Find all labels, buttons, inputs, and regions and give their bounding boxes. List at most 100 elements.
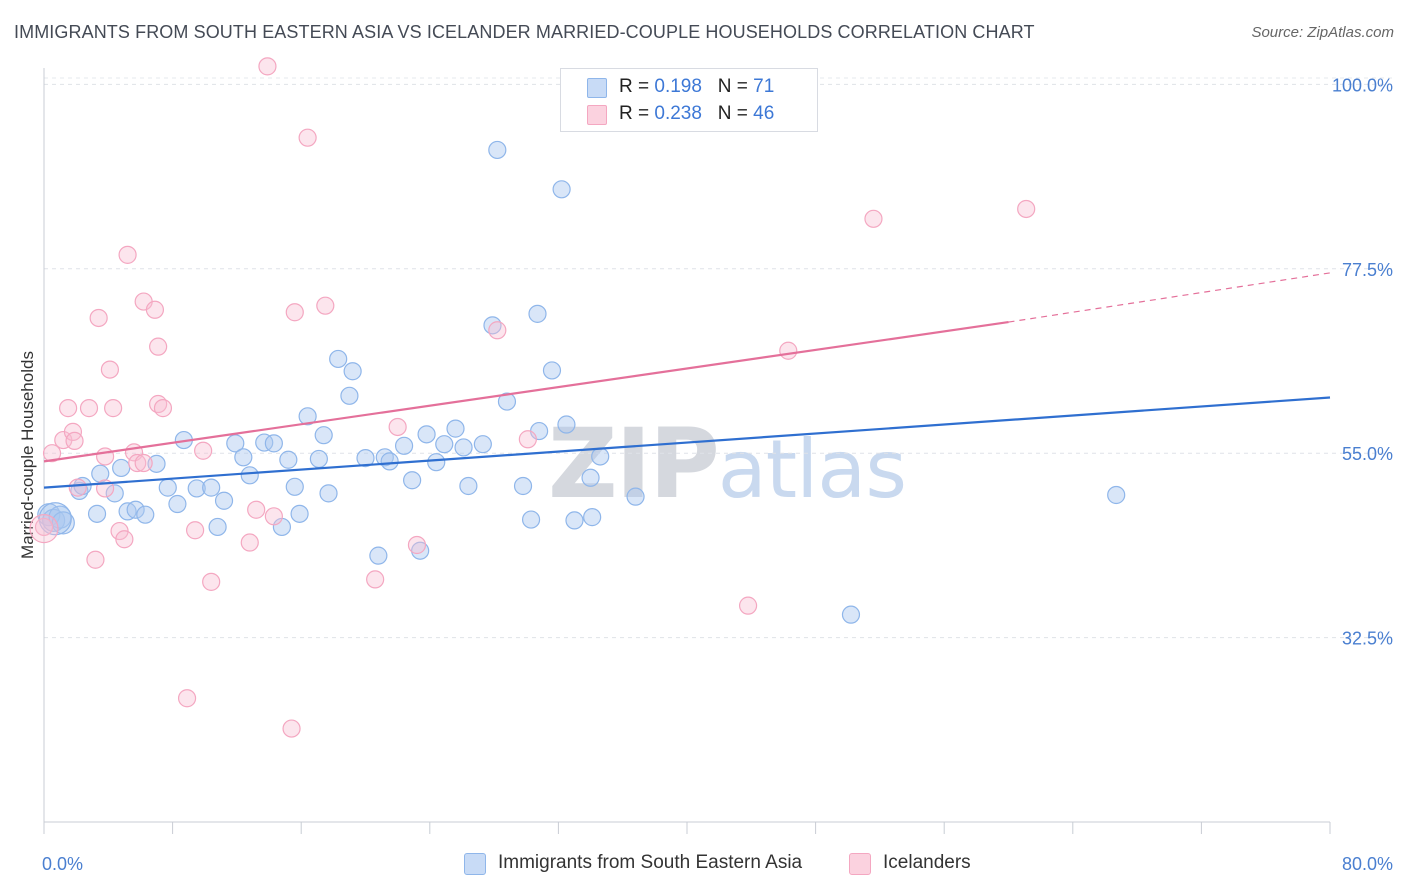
point-immigrants [583,508,602,527]
point-immigrants [369,546,388,565]
point-immigrants [340,386,359,405]
point-icelanders [89,308,108,328]
point-icelanders [153,399,173,418]
r-label: R = [619,103,650,124]
point-immigrants [380,452,399,471]
point-icelanders [298,128,317,147]
point-immigrants [411,541,430,560]
point-immigrants [513,476,533,496]
point-immigrants [329,349,348,369]
point-icelanders [145,300,165,319]
point-icelanders [1017,199,1036,219]
n-value: 71 [753,76,775,97]
tick-labels: 32.5% 55.0% 77.5% 100.0% 0.0% 80.0% [42,75,1393,874]
axes [43,68,1331,834]
point-icelanders [104,399,123,418]
stats-legend: R = 0.198 N = 71 R = 0.238 N = 46 [560,68,818,132]
source-label: Source: ZipAtlas.com [1251,24,1394,41]
point-immigrants [309,449,328,469]
point-immigrants [214,491,234,510]
gridlines [44,77,1392,639]
point-icelanders [186,521,205,540]
point-icelanders [86,550,105,569]
legend-swatch-pink [849,853,871,875]
point-immigrants [91,464,110,483]
point-icelanders [738,596,758,615]
point-icelanders [282,719,301,738]
point-immigrants [105,484,124,503]
point-immigrants [565,511,584,530]
series-icelanders-points [29,57,1036,738]
point-immigrants [126,500,145,519]
legend-swatch-pink [587,105,607,125]
point-icelanders [247,500,266,519]
point-immigrants [87,504,107,523]
trend-line-immigrants [43,396,1331,489]
point-icelanders [366,570,385,589]
point-immigrants [473,435,492,454]
r-value: 0.198 [654,76,702,97]
point-icelanders [118,245,137,264]
point-icelanders [115,530,134,549]
r-label: R = [619,76,650,97]
n-label: N = [717,76,748,97]
legend-label: Icelanders [883,852,971,873]
point-immigrants [557,415,576,434]
point-immigrants [552,180,571,199]
point-icelanders [79,399,99,418]
point-immigrants [147,454,166,473]
y-tick-label: 32.5% [1342,629,1393,649]
point-immigrants [343,362,362,381]
point-icelanders [864,209,883,228]
point-immigrants [841,605,861,624]
point-immigrants [394,436,414,455]
point-icelanders [488,321,507,340]
point-immigrants [488,140,507,160]
point-icelanders [388,417,407,437]
point-icelanders [68,478,87,497]
trend-lines [43,272,1331,489]
point-icelanders [264,507,283,526]
point-icelanders [316,296,335,315]
point-icelanders [177,689,197,708]
point-icelanders [202,572,221,591]
point-immigrants [264,434,283,453]
point-immigrants [279,450,298,469]
y-tick-label: 77.5% [1342,260,1393,280]
trend-line-icelanders-extension [1008,272,1331,323]
point-immigrants [208,517,227,537]
n-label: N = [717,103,748,124]
point-immigrants [112,458,131,478]
point-icelanders [63,422,83,441]
point-immigrants [1107,485,1126,505]
point-icelanders [407,535,427,555]
point-icelanders [59,399,78,418]
point-immigrants [581,468,600,487]
point-icelanders [518,430,537,449]
point-icelanders [779,341,798,360]
point-immigrants [446,419,465,438]
point-icelanders [29,513,59,544]
y-tick-label: 100.0% [1332,75,1393,95]
point-immigrants [626,487,645,506]
point-immigrants [356,449,375,468]
point-immigrants [285,477,304,496]
point-immigrants [158,478,177,497]
point-immigrants [202,478,221,497]
point-icelanders [100,360,120,379]
legend-swatch-blue [587,78,607,98]
point-immigrants [454,438,473,457]
x-tick-label-max: 80.0% [1342,854,1393,874]
chart-title: IMMIGRANTS FROM SOUTH EASTERN ASIA VS IC… [14,22,1035,42]
point-immigrants [255,433,274,452]
point-immigrants [290,504,309,523]
point-immigrants [542,361,562,380]
point-icelanders [285,303,304,322]
point-immigrants [427,453,446,472]
x-tick-label-min: 0.0% [42,854,83,874]
point-immigrants [403,471,422,490]
point-icelanders [42,444,62,463]
legend-label: Immigrants from South Eastern Asia [498,852,803,873]
point-immigrants [298,407,317,426]
